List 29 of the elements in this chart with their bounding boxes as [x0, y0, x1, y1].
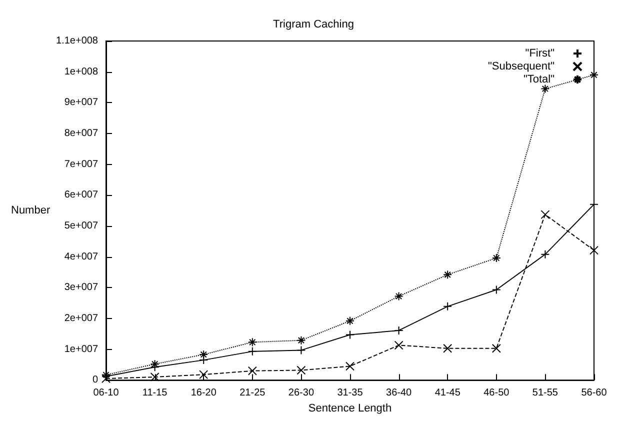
x-axis-title: Sentence Length: [308, 402, 392, 414]
y-tick-label: 1e+007: [64, 344, 98, 355]
x-tick-label: 56-60: [581, 388, 608, 399]
x-tick-label: 26-30: [288, 388, 314, 399]
x-tick-label: 51-55: [532, 388, 558, 399]
legend-label: "Total": [523, 74, 555, 86]
y-tick-label: 4e+007: [64, 251, 98, 262]
y-tick-label: 7e+007: [64, 158, 98, 170]
y-tick-label: 1e+008: [64, 66, 98, 78]
y-tick-label: 6e+007: [64, 190, 98, 201]
x-tick-label: 11-15: [142, 388, 168, 399]
y-tick-label: 9e+007: [64, 97, 98, 108]
x-tick-label: 41-45: [434, 388, 461, 399]
y-tick-label: 1.1e+008: [56, 36, 98, 46]
x-tick-label: 31-35: [337, 388, 364, 399]
x-tick-label: 46-50: [484, 388, 510, 399]
x-tick-label: 16-20: [190, 388, 217, 399]
x-tick-label: 21-25: [240, 388, 266, 399]
legend-label: "Subsequent": [488, 60, 555, 72]
y-tick-label: 0: [92, 374, 98, 386]
y-tick-label: 3e+007: [64, 282, 98, 294]
y-tick-label: 2e+007: [64, 312, 98, 324]
y-axis-title: Number: [11, 204, 50, 217]
y-tick-label: 8e+007: [64, 128, 98, 139]
chart-title: Trigram Caching: [273, 18, 354, 30]
x-tick-label: 06-10: [93, 388, 120, 399]
x-tick-label: 36-40: [386, 388, 412, 399]
legend-label: "First": [525, 48, 555, 60]
y-tick-label: 5e+007: [64, 220, 98, 232]
